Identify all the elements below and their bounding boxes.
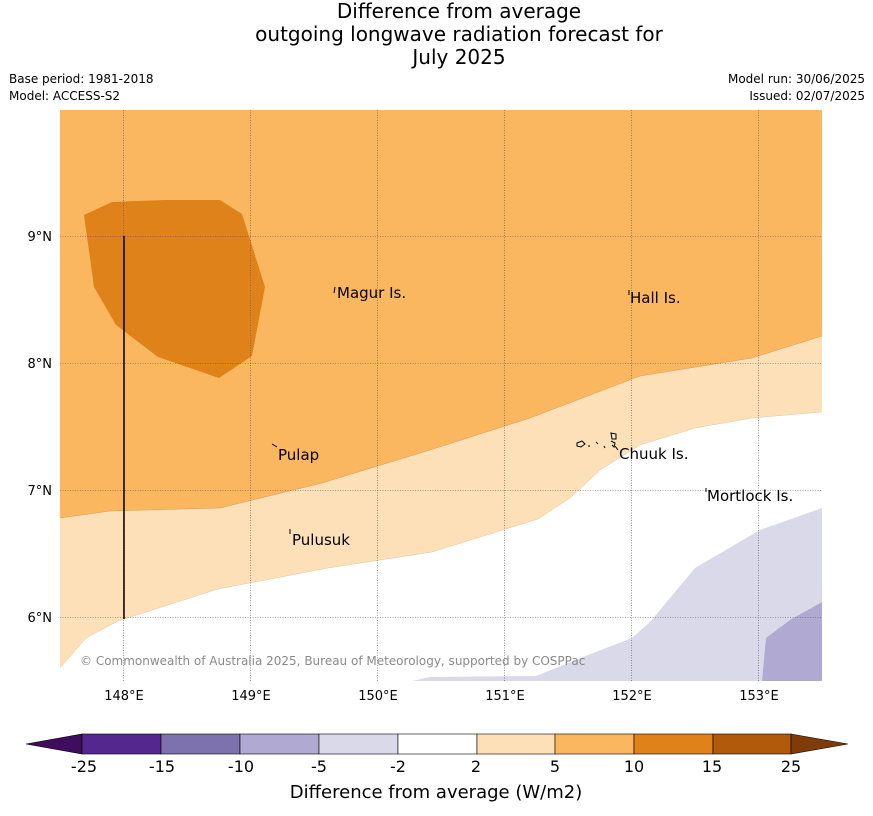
model-run-label: Model run: 30/06/2025 bbox=[727, 72, 865, 86]
colorbar-segment bbox=[476, 733, 556, 755]
island-outlines bbox=[271, 286, 707, 534]
lat-tick-label: 9°N bbox=[28, 230, 53, 245]
colorbar-tick-label: -10 bbox=[228, 757, 254, 776]
map-panel: Magur Is. Hall Is. Pulap Chuuk Is. Mortl… bbox=[60, 110, 822, 681]
colorbar-tick-label: -15 bbox=[149, 757, 175, 776]
place-label: Chuuk Is. bbox=[619, 445, 688, 463]
colorbar-tick-label: 10 bbox=[624, 757, 644, 776]
lon-axis: 148°E 149°E 150°E 151°E 152°E 153°E bbox=[104, 689, 779, 704]
colorbar-segment bbox=[554, 733, 635, 755]
title-line-1: Difference from average bbox=[336, 0, 582, 23]
colorbar-tick-label: -2 bbox=[390, 757, 406, 776]
lat-tick-label: 7°N bbox=[28, 484, 53, 499]
colorbar-tick-label: -25 bbox=[71, 757, 97, 776]
title-line-3: July 2025 bbox=[412, 45, 506, 69]
colorbar-segment bbox=[397, 733, 478, 755]
place-label: Magur Is. bbox=[337, 284, 406, 302]
meta-left: Base period: 1981-2018 Model: ACCESS-S2 bbox=[9, 71, 154, 105]
place-label: Pulusuk bbox=[292, 531, 350, 549]
band-2-to-5 bbox=[60, 336, 822, 668]
colorbar-extend-high bbox=[790, 733, 849, 755]
colorbar-tick-label: 5 bbox=[550, 757, 560, 776]
title-line-2: outgoing longwave radiation forecast for bbox=[255, 22, 663, 46]
colorbar-tick-label: 25 bbox=[781, 757, 801, 776]
lon-tick-label: 150°E bbox=[358, 689, 398, 704]
model-label: Model: ACCESS-S2 bbox=[9, 89, 121, 103]
chart-title: Difference from average outgoing longwav… bbox=[0, 0, 873, 69]
colorbar-segment bbox=[712, 733, 792, 755]
place-label: Pulap bbox=[278, 446, 319, 464]
place-label: Hall Is. bbox=[630, 289, 681, 307]
colorbar-segment bbox=[633, 733, 714, 755]
lon-tick-label: 152°E bbox=[612, 689, 652, 704]
lon-tick-label: 151°E bbox=[485, 689, 525, 704]
lon-tick-label: 153°E bbox=[739, 689, 779, 704]
copyright-credit: © Commonwealth of Australia 2025, Bureau… bbox=[80, 654, 585, 668]
colorbar-tick-label: 15 bbox=[702, 757, 722, 776]
meta-right: Model run: 30/06/2025 Issued: 02/07/2025 bbox=[728, 71, 865, 105]
base-period-label: Base period: 1981-2018 bbox=[9, 72, 154, 86]
lat-tick-label: 8°N bbox=[28, 357, 53, 372]
lat-tick-label: 6°N bbox=[28, 611, 53, 626]
colorbar: -25 -15 -10 -5 -2 2 5 10 15 25 Differenc… bbox=[25, 733, 849, 803]
place-label: Mortlock Is. bbox=[707, 487, 793, 505]
band-minus-10-to-minus-5 bbox=[762, 602, 822, 681]
colorbar-segment bbox=[160, 733, 241, 755]
colorbar-segment bbox=[318, 733, 399, 755]
lon-tick-label: 148°E bbox=[104, 689, 144, 704]
colorbar-segment bbox=[239, 733, 320, 755]
lat-axis: 9°N 8°N 7°N 6°N bbox=[28, 230, 53, 626]
colorbar-tick-label: 2 bbox=[471, 757, 481, 776]
band-10-to-15 bbox=[84, 200, 265, 378]
issued-label: Issued: 02/07/2025 bbox=[749, 89, 865, 103]
colorbar-tick-label: -5 bbox=[311, 757, 327, 776]
band-minus-5-to-minus-2 bbox=[412, 508, 822, 681]
colorbar-title: Difference from average (W/m2) bbox=[290, 782, 582, 803]
gridlines bbox=[60, 110, 822, 681]
colorbar-extend-low bbox=[25, 733, 83, 755]
lon-tick-label: 149°E bbox=[231, 689, 271, 704]
colorbar-segment bbox=[81, 733, 162, 755]
